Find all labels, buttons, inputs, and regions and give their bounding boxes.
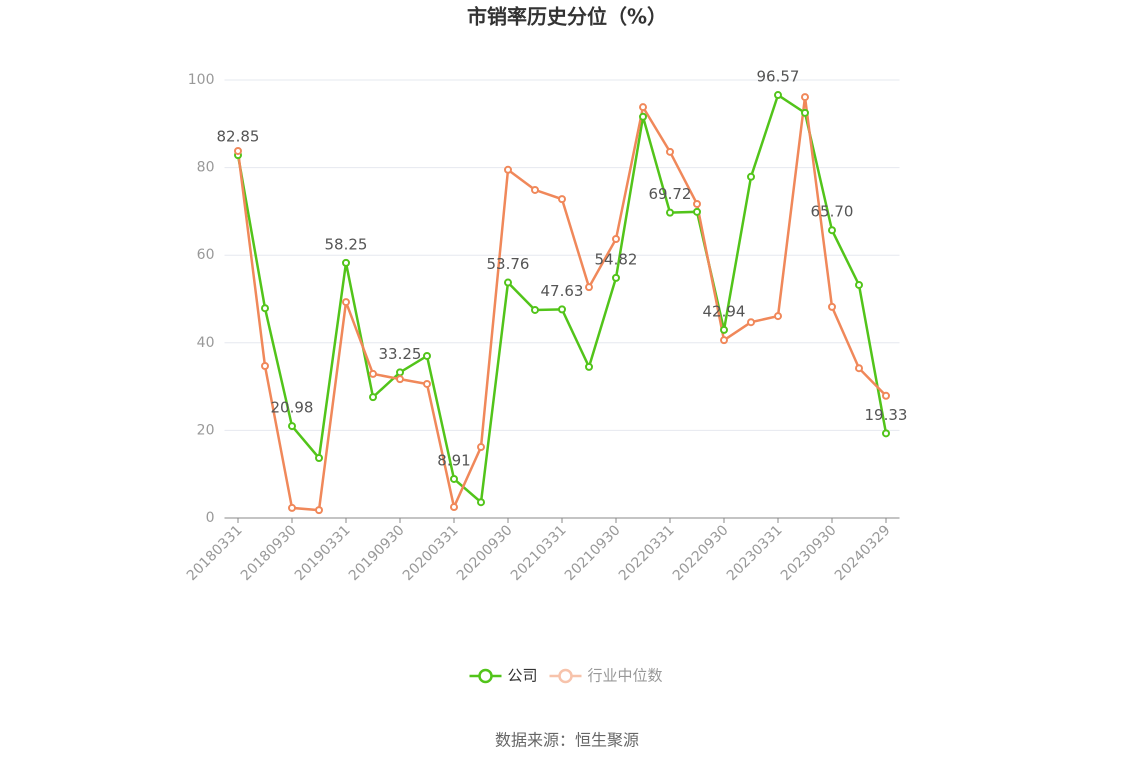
- x-tick-label: 20190930: [346, 522, 408, 584]
- data-label: 54.82: [595, 250, 638, 268]
- y-tick-label: 60: [197, 247, 215, 263]
- data-point: [531, 305, 539, 314]
- data-point: [882, 391, 890, 400]
- data-point: [801, 108, 809, 117]
- x-tick-label: 20230930: [778, 522, 840, 584]
- data-point: [315, 453, 323, 462]
- x-tick-label: 20200331: [400, 522, 462, 584]
- legend-item: 行业中位数: [549, 667, 663, 685]
- data-point: [369, 393, 377, 402]
- x-tick-label: 20180331: [184, 522, 246, 584]
- data-point: [612, 234, 620, 243]
- data-point: [288, 503, 296, 512]
- data-point: [693, 207, 701, 216]
- data-label: 20.98: [271, 399, 314, 417]
- data-point: [666, 208, 674, 217]
- data-point: [423, 351, 431, 360]
- y-tick-label: 40: [197, 335, 215, 351]
- data-label: 65.70: [811, 203, 854, 221]
- x-tick-label: 20240329: [832, 522, 894, 584]
- data-point: [666, 147, 674, 156]
- data-label: 33.25: [379, 345, 422, 363]
- data-point: [828, 226, 836, 235]
- data-point: [477, 498, 485, 507]
- source-note: 数据来源：恒生聚源: [495, 731, 639, 750]
- data-point: [396, 375, 404, 384]
- x-tick-label: 20210331: [508, 522, 570, 584]
- x-tick-label: 20230331: [724, 522, 786, 584]
- data-label: 19.33: [865, 406, 908, 424]
- data-point: [261, 362, 269, 371]
- chart-title: 市销率历史分位（%）: [467, 5, 667, 29]
- data-point: [504, 278, 512, 287]
- x-tick-label: 20220930: [670, 522, 732, 584]
- data-point: [288, 422, 296, 431]
- data-label: 96.57: [757, 68, 800, 86]
- y-tick-label: 20: [197, 422, 215, 438]
- data-point: [450, 474, 458, 483]
- data-point: [855, 280, 863, 289]
- data-point: [774, 91, 782, 100]
- data-label: 53.76: [487, 255, 530, 273]
- data-label: 8.91: [437, 451, 470, 469]
- data-point: [747, 172, 755, 181]
- x-tick-label: 20200930: [454, 522, 516, 584]
- data-point: [693, 199, 701, 208]
- legend-item: 公司: [469, 667, 538, 685]
- x-tick-label: 20220331: [616, 522, 678, 584]
- y-tick-label: 100: [188, 72, 215, 88]
- data-point: [855, 364, 863, 373]
- series-line: [236, 96, 887, 512]
- data-point: [720, 336, 728, 345]
- data-point: [882, 429, 890, 438]
- data-point: [801, 93, 809, 102]
- data-label: 69.72: [649, 185, 692, 203]
- data-point: [504, 165, 512, 174]
- data-point: [612, 273, 620, 282]
- data-point: [342, 258, 350, 267]
- data-point: [261, 304, 269, 313]
- data-point: [828, 302, 836, 311]
- data-point: [315, 506, 323, 515]
- data-point: [342, 298, 350, 307]
- data-label: 47.63: [541, 282, 584, 300]
- data-label: 58.25: [325, 235, 368, 253]
- legend-label: 行业中位数: [588, 667, 663, 685]
- data-point: [585, 362, 593, 371]
- data-point: [396, 368, 404, 377]
- data-label: 42.94: [703, 302, 746, 320]
- y-tick-label: 0: [206, 510, 215, 526]
- data-label: 82.85: [217, 128, 260, 146]
- x-tick-label: 20190331: [292, 522, 354, 584]
- data-point: [234, 146, 242, 155]
- data-point: [450, 503, 458, 512]
- y-tick-label: 80: [197, 160, 215, 176]
- x-tick-label: 20210930: [562, 522, 624, 584]
- data-point: [639, 103, 647, 112]
- x-tick-label: 20180930: [238, 522, 300, 584]
- data-point: [747, 318, 755, 327]
- data-point: [423, 379, 431, 388]
- data-point: [720, 325, 728, 334]
- data-point: [639, 112, 647, 121]
- data-point: [585, 283, 593, 292]
- data-point: [774, 312, 782, 321]
- data-point: [558, 195, 566, 204]
- data-point: [369, 369, 377, 378]
- legend-marker: [478, 668, 493, 684]
- data-point: [558, 305, 566, 314]
- data-point: [531, 185, 539, 194]
- legend-marker: [558, 668, 573, 684]
- data-point: [477, 443, 485, 452]
- legend-label: 公司: [508, 667, 538, 685]
